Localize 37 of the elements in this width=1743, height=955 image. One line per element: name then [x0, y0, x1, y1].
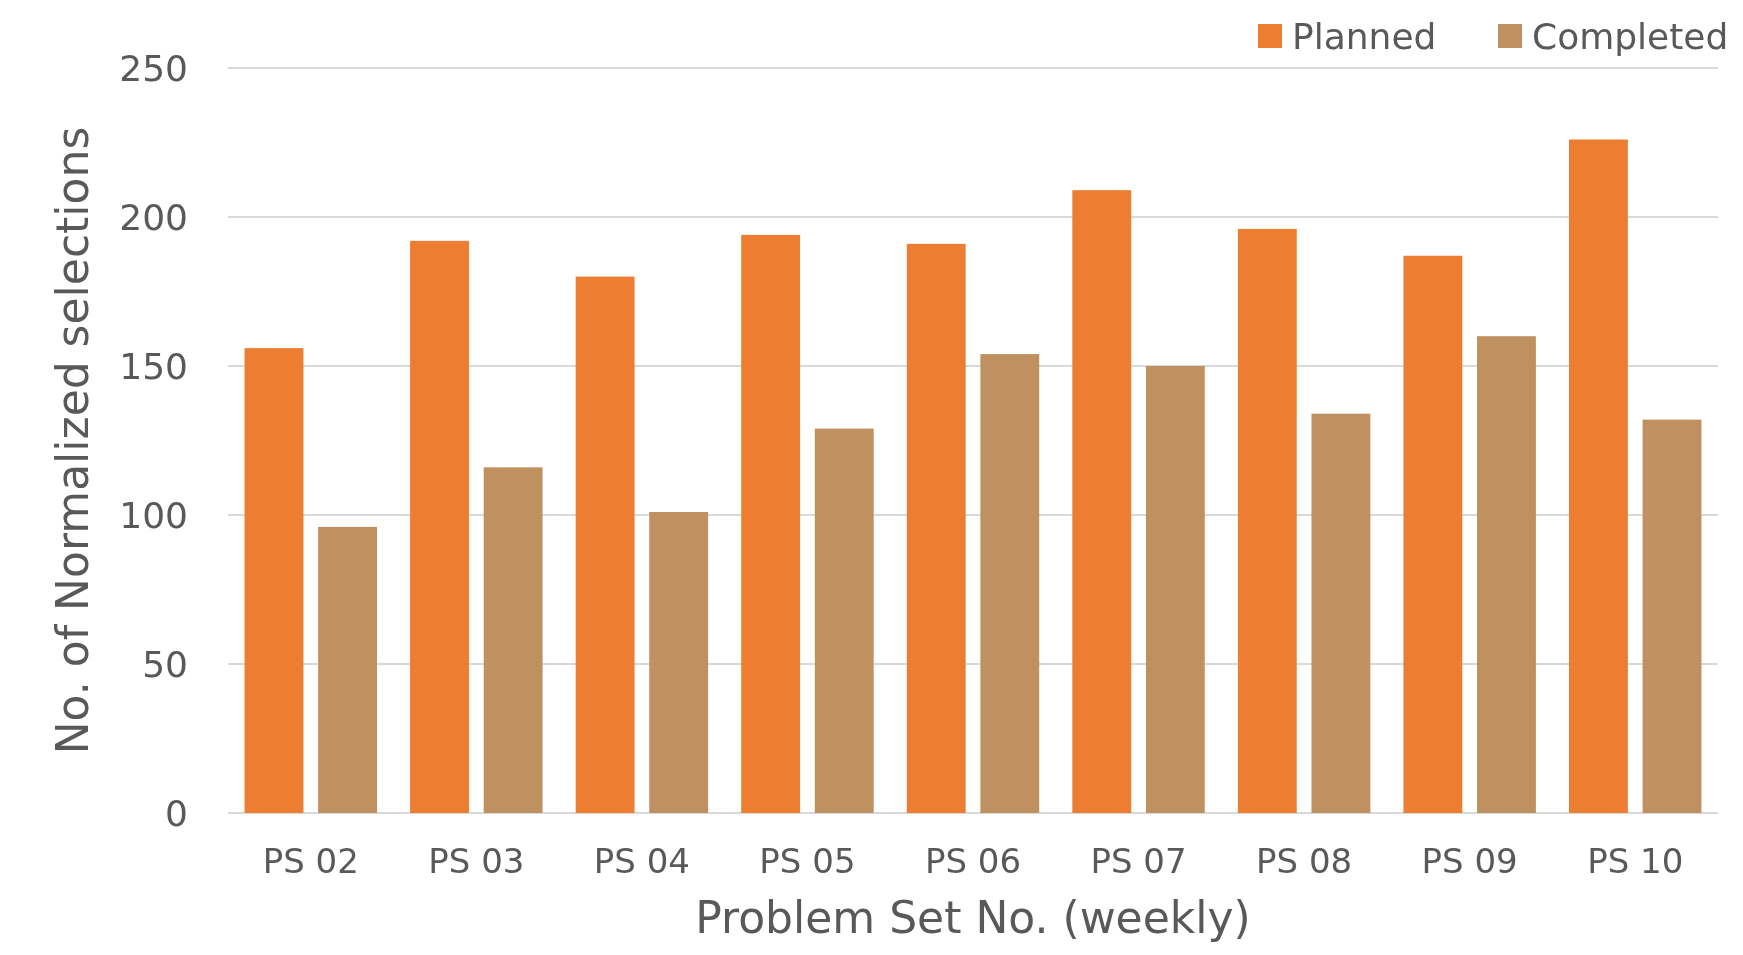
bar: [814, 428, 874, 813]
y-axis-title: No. of Normalized selections: [47, 126, 98, 755]
y-tick-label: 150: [119, 345, 188, 387]
bar: [1642, 419, 1702, 813]
bar: [483, 467, 543, 813]
bar: [1477, 336, 1536, 813]
bar: [1569, 139, 1628, 813]
bar: [318, 526, 377, 813]
x-tick-label: PS 02: [262, 841, 359, 881]
bar: [1145, 366, 1205, 813]
y-tick-label: 50: [142, 643, 188, 685]
x-tick-label: PS 09: [1421, 841, 1518, 881]
bar: [244, 348, 304, 813]
bar: [980, 354, 1040, 813]
x-tick-label: PS 04: [593, 841, 690, 881]
y-tick-label: 250: [119, 47, 188, 89]
bar: [649, 512, 709, 813]
bar: [575, 276, 635, 813]
x-tick-label: PS 05: [759, 841, 856, 881]
x-tick-label: PS 08: [1256, 841, 1353, 881]
y-tick-label: 0: [165, 792, 188, 834]
x-tick-label: PS 07: [1090, 841, 1187, 881]
bar: [410, 240, 469, 813]
x-axis-title: Problem Set No. (weekly): [695, 892, 1251, 943]
bar: [1237, 228, 1297, 813]
bar: [1403, 255, 1463, 813]
bar: [906, 243, 966, 813]
bar: [741, 234, 801, 813]
x-tick-label: PS 06: [924, 841, 1022, 881]
y-tick-label: 200: [119, 196, 188, 238]
bar: [1311, 413, 1371, 813]
x-tick-label: PS 03: [428, 841, 525, 881]
x-tick-label: PS 10: [1587, 841, 1684, 881]
legend-label: Completed: [1532, 15, 1729, 57]
y-tick-label: 100: [119, 494, 188, 536]
legend-label: Planned: [1292, 15, 1437, 57]
bar: [1072, 190, 1132, 813]
